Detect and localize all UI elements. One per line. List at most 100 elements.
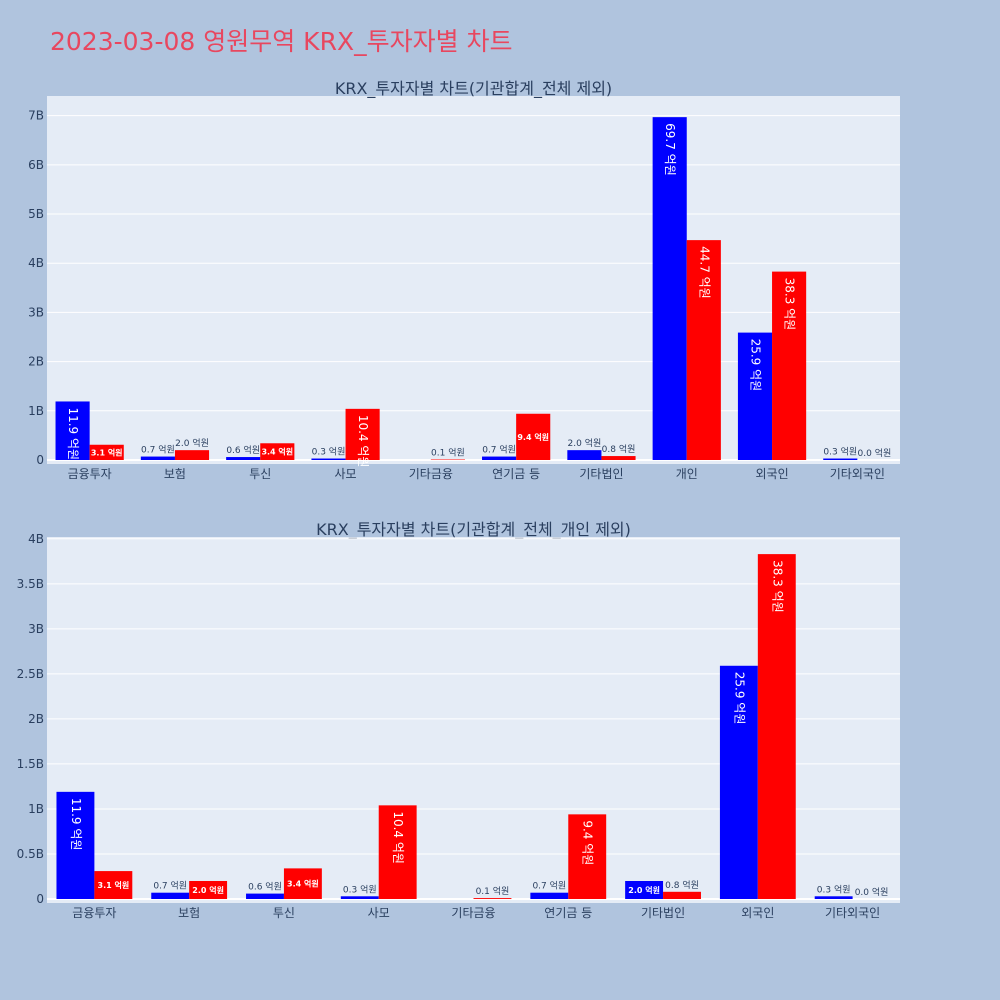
bar-value-label: 3.1 억원 — [91, 447, 123, 457]
bar-series-a — [625, 880, 664, 899]
bar-series-b — [94, 871, 133, 899]
x-tick-label: 외국인 — [755, 467, 788, 481]
bar-value-label: 11.9 억원 — [66, 407, 80, 460]
bar-series-b — [601, 456, 636, 460]
bar-value-label: 25.9 억원 — [732, 672, 746, 725]
bar-value-label: 2.0 억원 — [568, 437, 602, 449]
bar-value-label: 25.9 억원 — [748, 339, 762, 392]
y-tick-label: 1B — [28, 802, 44, 816]
x-tick-label: 사모 — [335, 467, 357, 481]
chart-title: KRX_투자자별 차트(기관합계_전체 제외) — [335, 79, 612, 99]
bar-value-label: 0.0 억원 — [858, 447, 892, 459]
bar-value-label: 11.9 억원 — [69, 798, 83, 851]
x-tick-label: 개인 — [676, 467, 698, 481]
page-title: 2023-03-08 영원무역 KRX_투자자별 차트 — [50, 27, 513, 56]
bar-series-a — [814, 896, 853, 899]
bar-series-a — [311, 458, 346, 460]
bar-series-b — [772, 271, 807, 460]
bar-value-label: 9.4 억원 — [517, 432, 549, 442]
bar-value-label: 0.3 억원 — [823, 446, 857, 458]
bar-series-b — [174, 450, 210, 460]
bar-series-a — [823, 458, 858, 460]
x-tick-label: 기타외국인 — [825, 906, 880, 920]
bar-series-a — [55, 401, 90, 460]
bar-value-label: 10.4 억원 — [356, 415, 370, 468]
bar-series-b — [89, 444, 124, 460]
bar-series-b — [473, 898, 512, 899]
bar-value-label: 0.6 억원 — [248, 881, 282, 893]
bar-series-a — [56, 791, 95, 899]
x-tick-label: 금융투자 — [72, 906, 116, 920]
y-tick-label: 2.5B — [17, 667, 44, 681]
x-tick-label: 외국인 — [741, 906, 774, 920]
y-tick-label: 3.5B — [17, 577, 44, 591]
x-tick-label: 투신 — [273, 906, 295, 920]
y-tick-label: 0 — [36, 453, 44, 467]
bar-series-a — [340, 896, 379, 899]
bar-series-a — [737, 332, 773, 460]
y-tick-label: 4B — [28, 256, 44, 270]
y-tick-label: 3B — [28, 305, 44, 319]
x-tick-label: 기타금융 — [409, 467, 453, 481]
x-tick-label: 보험 — [164, 467, 186, 481]
x-tick-label: 금융투자 — [68, 467, 112, 481]
bar-value-label: 0.1 억원 — [431, 447, 465, 459]
x-tick-label: 기타외국인 — [830, 467, 885, 481]
bar-series-b — [378, 805, 417, 899]
x-tick-label: 보험 — [178, 906, 200, 920]
bar-value-label: 0.8 억원 — [665, 879, 699, 891]
y-tick-label: 1B — [28, 404, 44, 418]
y-tick-label: 5B — [28, 207, 44, 221]
y-tick-label: 0 — [36, 892, 44, 906]
bar-value-label: 2.0 억원 — [175, 437, 209, 449]
x-tick-label: 연기금 등 — [544, 906, 592, 920]
bar-value-label: 38.3 억원 — [783, 278, 797, 331]
bar-value-label: 0.3 억원 — [343, 883, 377, 895]
y-tick-label: 0.5B — [17, 847, 44, 861]
bar-value-label: 10.4 억원 — [391, 811, 405, 864]
bar-series-b — [663, 891, 701, 899]
bar-value-label: 0.3 억원 — [312, 446, 346, 458]
bar-series-a — [652, 117, 687, 460]
bar-value-label: 0.7 억원 — [141, 444, 175, 456]
bar-value-label: 3.4 억원 — [261, 447, 293, 457]
bar-value-label: 0.7 억원 — [482, 444, 516, 456]
bar-series-b — [757, 554, 796, 899]
bar-series-b — [345, 408, 380, 460]
bar-series-a — [246, 893, 284, 899]
bar-value-label: 3.1 억원 — [98, 880, 130, 890]
bar-value-label: 0.6 억원 — [226, 444, 260, 456]
bar-series-b — [283, 868, 322, 899]
y-tick-label: 1.5B — [17, 757, 44, 771]
bar-series-b — [189, 880, 228, 899]
bar-series-b — [516, 413, 551, 460]
y-tick-label: 2B — [28, 355, 44, 369]
bar-series-a — [140, 456, 175, 460]
x-tick-label: 기타법인 — [641, 906, 685, 920]
y-tick-label: 6B — [28, 158, 44, 172]
bar-series-b — [568, 814, 607, 899]
bar-value-label: 44.7 억원 — [697, 246, 711, 299]
bar-series-b — [260, 443, 295, 460]
x-tick-label: 기타법인 — [579, 467, 623, 481]
y-tick-label: 3B — [28, 622, 44, 636]
y-tick-label: 7B — [28, 109, 44, 123]
bar-series-a — [567, 450, 602, 460]
bar-series-a — [482, 456, 517, 460]
bar-value-label: 38.3 억원 — [770, 560, 784, 613]
bar-value-label: 0.3 억원 — [817, 883, 851, 895]
bar-value-label: 3.4 억원 — [287, 879, 319, 889]
bar-series-a — [530, 892, 569, 899]
x-tick-label: 연기금 등 — [492, 467, 540, 481]
bar-value-label: 69.7 억원 — [663, 123, 677, 176]
bar-series-a — [151, 892, 190, 899]
bar-series-b — [686, 240, 721, 460]
bar-series-a — [226, 457, 261, 460]
bar-value-label: 0.7 억원 — [153, 880, 187, 892]
x-tick-label: 사모 — [368, 906, 390, 920]
bar-series-a — [719, 665, 758, 899]
x-tick-label: 투신 — [249, 467, 271, 481]
